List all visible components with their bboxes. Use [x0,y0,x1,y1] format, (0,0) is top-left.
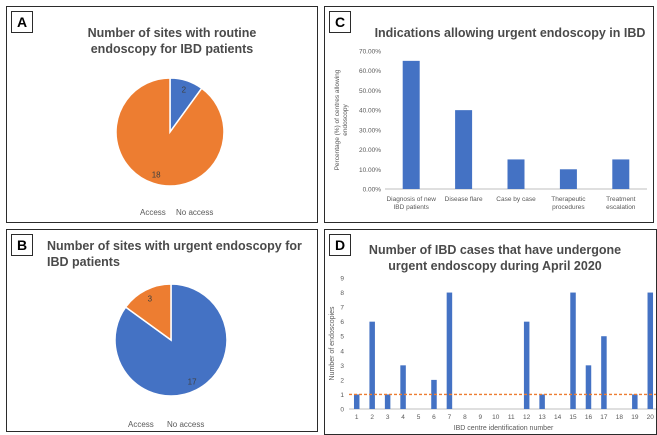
y-tick-label: 50.00% [359,88,381,95]
y-tick-label: 6 [340,319,344,326]
chart-d-title: Number of IBD cases that have undergone … [368,243,622,273]
y-axis-label: Percentage (%) of centres allowingendosc… [334,69,349,170]
chart-b-svg: 17 3 Access No access [114,283,228,429]
legend-entry: No access [167,420,204,429]
panel-c: C Indications allowing urgent endoscopy … [324,6,654,223]
bar [353,394,360,409]
x-tick-label: 3 [386,414,390,421]
chart-c-title: Indications allowing urgent endoscopy in… [374,26,646,40]
bar [507,159,525,189]
bar [431,379,437,409]
bar [585,365,592,409]
x-tick-label: 6 [432,414,436,421]
y-tick-label: 10.00% [359,167,381,174]
bar [446,292,453,409]
legend-entry: Access [140,208,166,217]
x-tick-label: 4 [401,414,405,421]
x-tick-label: Treatment escalation [606,196,636,211]
panel-d: D Number of IBD cases that have undergon… [324,229,657,435]
bar [384,394,391,409]
x-tick-label: Therapeutic procedures [551,196,586,211]
x-tick-label: 5 [417,414,421,421]
x-axis-label: IBD centre identification number [454,425,554,432]
y-tick-label: 40.00% [359,108,381,115]
pie-data-label: 3 [148,295,153,304]
panel-b: B Number of sites with urgent endoscopy … [6,229,318,432]
x-tick-label: 2 [370,414,374,421]
x-tick-label: 10 [492,414,500,421]
panel-a: A Number of sites with routine endoscopy… [6,6,318,223]
y-tick-label: 70.00% [359,49,381,56]
y-tick-label: 0 [340,407,344,414]
chart-b-title: Number of sites with urgent endoscopy fo… [47,239,302,269]
y-tick-label: 20.00% [359,147,381,154]
y-tick-label: 60.00% [359,68,381,75]
bar [612,159,630,189]
y-tick-label: 9 [340,276,344,283]
bar [647,292,654,409]
bar [400,365,406,409]
x-tick-label: 9 [479,414,483,421]
x-tick-label: 19 [631,414,639,421]
y-tick-label: 5 [340,334,344,341]
y-tick-label: 8 [340,290,344,297]
pie-slice [115,77,225,187]
bar [601,336,607,409]
bar [632,394,638,409]
bar [455,110,473,189]
bar [369,321,375,409]
x-tick-label: Disease flare [445,196,483,203]
panel-letter-b: B [11,234,33,256]
y-tick-label: 2 [340,377,344,384]
x-tick-label: 1 [355,414,359,421]
y-tick-label: 0.00% [363,187,382,194]
chart-c-svg: 0.00% 10.00% 20.00% 30.00% 40.00% 50.00% 60.00… [334,49,647,211]
x-tick-label: Case by case [496,196,536,203]
x-tick-label: 15 [569,414,577,421]
pie-data-label: 18 [152,171,161,180]
y-tick-label: 3 [340,363,344,370]
x-tick-label: 7 [448,414,452,421]
panel-letter-d: D [329,234,351,256]
legend-entry: Access [128,420,154,429]
chart-a-svg: 2 18 Access No access [115,77,225,217]
x-tick-label: 11 [508,414,515,421]
y-tick-label: 30.00% [359,127,381,134]
pie-slice [124,283,172,342]
x-tick-label: 20 [647,414,655,421]
pie-data-label: 17 [188,377,197,386]
chart-a-title: Number of sites with routine endoscopy f… [87,26,257,56]
x-tick-label: 8 [463,414,467,421]
x-tick-label: 13 [539,414,547,421]
y-tick-label: 1 [340,392,344,399]
bar [402,60,420,189]
x-tick-label: 12 [523,414,531,421]
pie-data-label: 2 [182,85,187,94]
y-tick-label: 4 [340,348,344,355]
x-tick-label: 18 [616,414,624,421]
bar [559,169,577,189]
y-axis-label: Number of endoscopies [329,306,336,380]
x-tick-label: 17 [600,414,608,421]
x-tick-label: Diagnosis of new IBD patients [386,196,436,211]
x-tick-label: 16 [585,414,593,421]
legend-entry: No access [176,208,213,217]
panel-letter-c: C [329,11,351,33]
bar [570,292,576,409]
bar [539,394,545,409]
bar [523,321,530,409]
x-tick-label: 14 [554,414,562,421]
y-tick-label: 7 [340,305,344,312]
panel-letter-a: A [11,11,33,33]
